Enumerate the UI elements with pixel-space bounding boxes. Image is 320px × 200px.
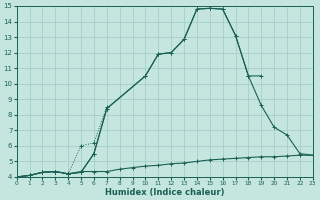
X-axis label: Humidex (Indice chaleur): Humidex (Indice chaleur) — [105, 188, 224, 197]
